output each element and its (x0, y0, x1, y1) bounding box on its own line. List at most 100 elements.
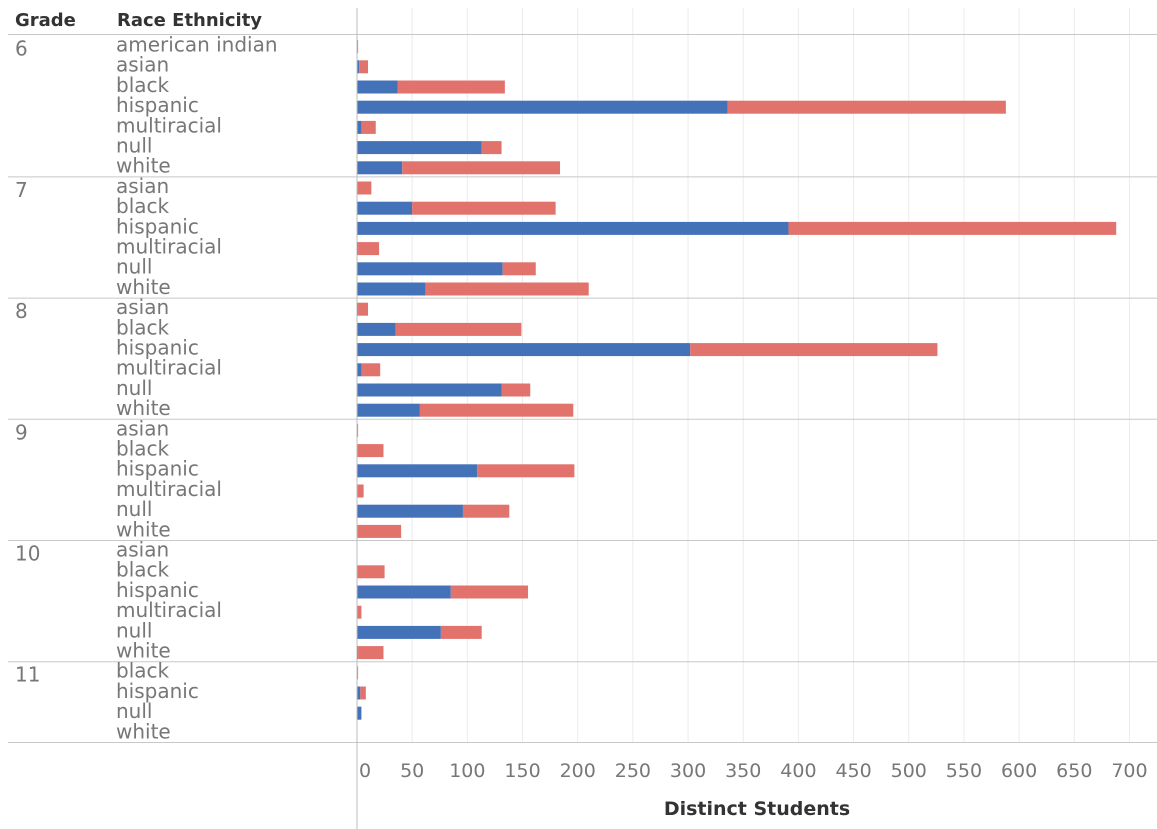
bar-segment-blue (357, 625, 441, 639)
race-label: multiracial (116, 113, 222, 137)
bar-segment-blue (357, 60, 360, 74)
race-label: black (116, 437, 170, 461)
race-label: black (116, 194, 170, 218)
x-tick-label: 300 (670, 760, 706, 782)
bar-segment-red (462, 504, 510, 518)
race-label: black (116, 558, 170, 582)
x-tick-label: 150 (504, 760, 540, 782)
race-label: hispanic (116, 214, 199, 238)
race-label: black (116, 315, 170, 339)
x-tick-label: 200 (560, 760, 596, 782)
bar-segment-red (425, 282, 589, 296)
race-label: multiracial (116, 356, 222, 380)
bar-segment-blue (357, 464, 478, 478)
race-label: null (116, 618, 152, 642)
grade-label: 11 (15, 663, 40, 687)
bar-segment-blue (357, 282, 426, 296)
bar-segment-red (402, 161, 561, 175)
race-label: black (116, 659, 170, 683)
group-separators (8, 34, 1157, 743)
bar-segment-red (440, 625, 482, 639)
bar-segment-red (358, 242, 380, 256)
bar-segment-blue (357, 706, 362, 720)
bar-segment-red (357, 605, 362, 619)
bar-segment-blue (357, 686, 361, 700)
race-label: asian (116, 295, 169, 319)
row-labels: 6 american indianasianblackhispanicmultir… (15, 33, 278, 744)
race-label: hispanic (116, 93, 199, 117)
race-label: null (116, 497, 152, 521)
bar-segment-red (357, 444, 384, 458)
bar-segment-red (358, 302, 369, 316)
bar-segment-red (481, 141, 502, 155)
x-tick-label: 600 (1001, 760, 1037, 782)
bar-segment-blue (357, 363, 362, 377)
bar-segment-red (357, 484, 364, 498)
race-label: white (116, 639, 171, 663)
race-label: white (116, 396, 171, 420)
race-label: asian (116, 174, 169, 198)
bar-segment-red (357, 666, 359, 680)
bars (357, 40, 1117, 720)
race-label: null (116, 699, 152, 723)
bar-segment-blue (357, 201, 413, 215)
bar-segment-red (477, 464, 575, 478)
bar-segment-red (788, 221, 1117, 235)
x-tick-label: 550 (946, 760, 982, 782)
grade-column-header: Grade (15, 10, 76, 31)
bar-segment-blue (357, 141, 482, 155)
bar-segment-red (357, 423, 359, 437)
x-tick-label: 400 (780, 760, 816, 782)
bar-segment-blue (357, 302, 359, 316)
grid-lines (411, 8, 1130, 743)
bar-segment-red (397, 80, 505, 94)
bar-segment-blue (357, 161, 403, 175)
race-label: white (116, 154, 171, 178)
bar-segment-blue (357, 585, 451, 599)
bar-segment-red (395, 322, 522, 336)
bar-segment-red (450, 585, 529, 599)
grade-label: 8 (15, 299, 28, 323)
bar-segment-red (357, 524, 402, 538)
race-label: multiracial (116, 235, 222, 259)
bar-segment-blue (357, 383, 502, 397)
race-label: white (116, 517, 171, 541)
race-label: hispanic (116, 336, 199, 360)
bar-segment-blue (357, 80, 398, 94)
grade-label: 10 (15, 542, 40, 566)
grade-label: 6 (15, 37, 28, 61)
bar-segment-blue (357, 242, 359, 256)
bar-segment-blue (357, 221, 789, 235)
x-tick-label: 0 (359, 760, 371, 782)
race-label: asian (116, 538, 169, 562)
bar-segment-red (359, 60, 369, 74)
x-tick-label: 250 (615, 760, 651, 782)
bar-segment-blue (357, 403, 420, 417)
bar-segment-blue (357, 120, 362, 134)
grade-label: 7 (15, 178, 28, 202)
race-label: null (116, 134, 152, 158)
bar-segment-red (502, 262, 536, 276)
race-label: null (116, 255, 152, 279)
bar-segment-red (360, 686, 366, 700)
x-tick-label: 700 (1111, 760, 1147, 782)
x-axis-title: Distinct Students (664, 798, 850, 820)
bar-segment-red (501, 383, 531, 397)
x-tick-label: 100 (449, 760, 485, 782)
bar-segment-red (690, 343, 938, 357)
bar-segment-blue (357, 262, 503, 276)
x-tick-label: 500 (891, 760, 927, 782)
x-tick-label: 650 (1056, 760, 1092, 782)
bar-segment-red (361, 363, 381, 377)
x-axis-ticks: 0 50 100 150 200 250 300 350 400 450 500 550 600 650 7… (359, 760, 1148, 782)
race-label: american indian (116, 33, 278, 57)
bar-segment-red (412, 201, 556, 215)
race-label: white (116, 719, 171, 743)
bar-segment-red (727, 100, 1006, 114)
race-label: hispanic (116, 457, 199, 481)
race-label: hispanic (116, 679, 199, 703)
x-tick-label: 450 (835, 760, 871, 782)
race-label: multiracial (116, 477, 222, 501)
bar-segment-red (358, 646, 384, 660)
